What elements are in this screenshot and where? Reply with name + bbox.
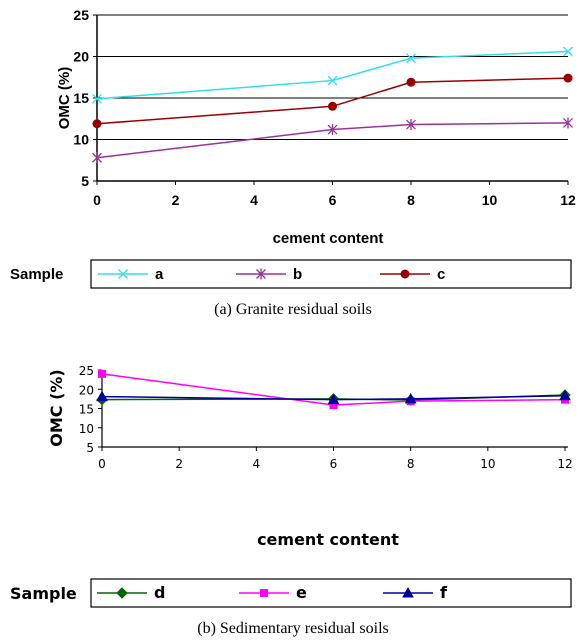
a-y-tick-label: 20 bbox=[73, 49, 89, 65]
chart-b-y-axis-label: OMC (%) bbox=[47, 369, 66, 447]
chart-b-series bbox=[96, 369, 571, 410]
chart-a: 5 10 15 20 25 0 2 4 6 8 10 12 OMC (%) cement conte… bbox=[10, 7, 576, 318]
b-legend-label-d: d bbox=[154, 583, 165, 602]
b-point-f bbox=[327, 393, 340, 405]
a-y-tick-label: 10 bbox=[73, 132, 89, 148]
a-series-line-c bbox=[96, 77, 569, 125]
a-point-b bbox=[563, 117, 573, 129]
chart-a-x-ticks: 0 2 4 6 8 10 12 bbox=[93, 181, 576, 208]
a-legend-label-c: c bbox=[437, 266, 445, 283]
chart-a-legend-box bbox=[90, 259, 572, 289]
chart-a-legend-title: Sample bbox=[10, 266, 63, 283]
chart-a-legend-entries: a b c bbox=[98, 266, 445, 283]
a-legend-marker-c bbox=[400, 269, 410, 279]
chart-b-legend: Sample d e f bbox=[10, 578, 572, 608]
a-legend-label-b: b bbox=[293, 266, 302, 283]
a-point-a bbox=[563, 46, 573, 57]
b-y-tick-label: 5 bbox=[86, 441, 94, 455]
b-point-f bbox=[404, 392, 417, 404]
a-x-tick-label: 12 bbox=[560, 192, 576, 208]
b-legend-label-f: f bbox=[440, 583, 448, 602]
b-x-tick-label: 8 bbox=[407, 457, 415, 471]
chart-b-x-axis-label: cement content bbox=[257, 530, 399, 549]
a-point-b bbox=[406, 119, 416, 131]
chart-b-x-ticks: 0 2 4 6 8 10 12 bbox=[98, 447, 573, 471]
chart-b-caption: (b) Sedimentary residual soils bbox=[197, 620, 389, 637]
a-y-tick-label: 25 bbox=[73, 7, 89, 23]
a-point-a bbox=[327, 75, 338, 86]
a-point-b bbox=[327, 124, 338, 136]
a-point-c bbox=[406, 77, 416, 87]
a-point-a bbox=[406, 53, 416, 64]
b-x-tick-label: 10 bbox=[480, 457, 495, 471]
b-x-tick-label: 12 bbox=[557, 457, 572, 471]
b-series-line-f bbox=[101, 395, 566, 401]
b-point-f bbox=[96, 390, 108, 402]
a-point-c bbox=[563, 73, 573, 83]
a-legend-marker-a bbox=[118, 269, 128, 279]
b-y-tick-label: 15 bbox=[79, 403, 94, 417]
a-x-tick-label: 8 bbox=[407, 192, 415, 208]
a-y-tick-label: 5 bbox=[81, 173, 89, 189]
a-series-line-a bbox=[96, 50, 569, 100]
b-x-tick-label: 0 bbox=[98, 457, 106, 471]
a-legend-label-a: a bbox=[155, 266, 164, 283]
b-legend-marker-d bbox=[116, 587, 128, 599]
chart-b-y-ticks: 5 10 15 20 25 bbox=[79, 364, 102, 455]
b-y-tick-label: 10 bbox=[79, 422, 94, 436]
a-x-tick-label: 6 bbox=[329, 192, 337, 208]
b-legend-label-e: e bbox=[296, 583, 307, 602]
b-x-tick-label: 2 bbox=[175, 457, 183, 471]
a-point-c bbox=[328, 101, 337, 111]
a-x-tick-label: 10 bbox=[482, 192, 498, 208]
chart-a-x-axis-label: cement content bbox=[273, 230, 384, 247]
a-x-tick-label: 4 bbox=[250, 192, 258, 208]
b-y-tick-label: 25 bbox=[79, 364, 94, 378]
chart-a-y-axis-label: OMC (%) bbox=[56, 67, 73, 130]
chart-a-y-ticks: 5 10 15 20 25 bbox=[73, 7, 97, 189]
b-series-line-e bbox=[101, 373, 566, 406]
chart-b-legend-box bbox=[90, 578, 572, 608]
b-legend-marker-e bbox=[260, 589, 268, 597]
b-x-tick-label: 4 bbox=[253, 457, 261, 471]
a-point-c bbox=[92, 119, 102, 129]
a-point-a bbox=[92, 93, 102, 104]
chart-b-legend-entries: d e f bbox=[97, 583, 448, 602]
b-y-tick-label: 20 bbox=[79, 383, 94, 397]
a-point-b bbox=[92, 152, 102, 164]
chart-a-legend: Sample a b c bbox=[10, 259, 572, 289]
chart-a-caption: (a) Granite residual soils bbox=[214, 301, 372, 318]
a-x-tick-label: 0 bbox=[93, 192, 101, 208]
a-x-tick-label: 2 bbox=[172, 192, 180, 208]
b-point-f bbox=[559, 389, 571, 401]
b-point-e bbox=[98, 369, 106, 378]
a-series-line-b bbox=[96, 122, 569, 159]
chart-a-series bbox=[92, 46, 573, 164]
chart-b: 5 10 15 20 25 0 2 4 6 8 10 12 OMC (%) cement conte… bbox=[10, 364, 573, 637]
chart-b-legend-title: Sample bbox=[10, 584, 77, 603]
b-legend-marker-f bbox=[402, 586, 414, 598]
chart-a-gridlines bbox=[97, 14, 568, 182]
b-x-tick-label: 6 bbox=[330, 457, 338, 471]
b-point-e bbox=[329, 401, 338, 410]
a-y-tick-label: 15 bbox=[73, 90, 89, 106]
a-legend-marker-b bbox=[256, 268, 266, 280]
